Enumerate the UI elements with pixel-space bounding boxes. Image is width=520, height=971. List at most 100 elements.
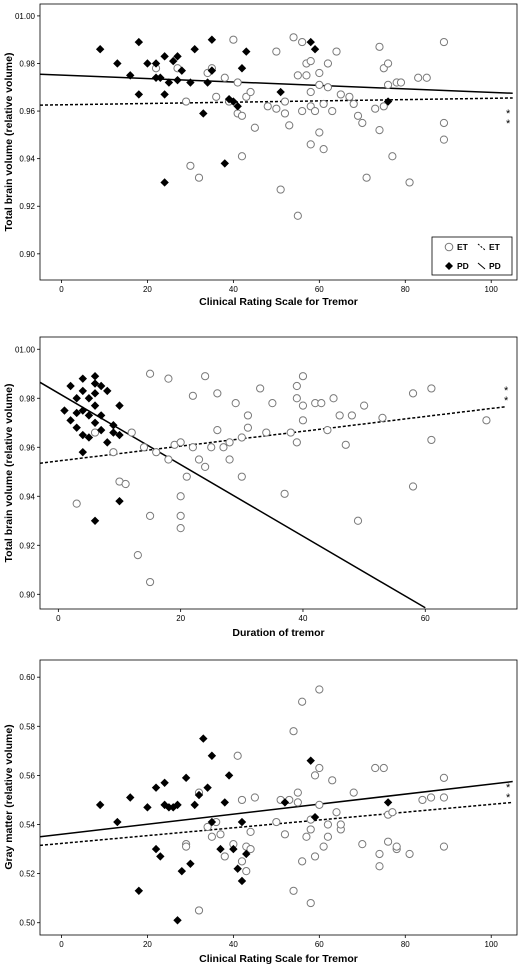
y-tick-label: 0.58	[19, 722, 35, 731]
point-pd	[164, 78, 174, 87]
point-et	[319, 842, 328, 851]
point-pd	[95, 800, 105, 810]
x-axis-ticks: 0 20 40 60 80 100	[59, 280, 498, 294]
point-et	[323, 59, 333, 68]
point-et	[194, 455, 204, 464]
point-et	[418, 795, 427, 805]
point-et	[336, 820, 345, 829]
point-et	[250, 793, 259, 802]
point-pd	[229, 97, 238, 106]
data-points	[95, 685, 449, 925]
point-et	[220, 852, 229, 861]
point-pd	[134, 37, 144, 47]
point-et	[272, 47, 281, 56]
point-pd	[169, 56, 178, 66]
point-pd	[310, 45, 320, 54]
point-et	[72, 499, 81, 508]
point-et	[201, 372, 210, 381]
point-pd	[103, 438, 112, 447]
point-et	[405, 178, 414, 187]
x-tick-label: 20	[143, 940, 152, 949]
point-et	[182, 97, 191, 106]
x-tick-label: 20	[143, 285, 152, 294]
point-et	[317, 399, 326, 408]
fit-line-pd	[40, 73, 513, 94]
point-et	[328, 106, 337, 116]
significance-star-2: *	[504, 395, 509, 407]
point-et	[285, 121, 294, 130]
point-pd	[96, 425, 106, 435]
point-et	[280, 97, 290, 106]
point-et	[439, 37, 449, 47]
point-et	[229, 35, 238, 44]
point-et	[145, 369, 155, 378]
point-pd	[60, 406, 69, 415]
point-et	[145, 511, 155, 520]
x-tick-label: 0	[56, 614, 61, 623]
point-et	[152, 448, 161, 457]
point-et	[292, 438, 301, 447]
point-pd	[90, 379, 100, 388]
point-pd	[186, 859, 195, 868]
data-points	[95, 33, 449, 220]
point-et	[139, 443, 149, 452]
x-tick-label: 80	[401, 940, 410, 949]
point-et	[219, 443, 228, 452]
point-et	[276, 185, 285, 194]
point-pd	[237, 64, 247, 73]
point-et	[293, 788, 302, 797]
point-et	[289, 727, 298, 736]
point-et	[353, 111, 363, 120]
point-et	[315, 800, 324, 809]
point-et	[383, 80, 393, 89]
y-axis-ticks: 0.50 0.52 0.54 0.56 0.58 0.60	[19, 673, 40, 928]
point-pd	[233, 864, 242, 873]
point-et	[347, 411, 356, 420]
point-et	[213, 389, 222, 398]
point-et	[233, 78, 242, 87]
point-pd	[115, 430, 124, 440]
point-pd	[383, 798, 393, 807]
point-et	[298, 697, 307, 706]
point-et	[306, 825, 315, 834]
point-et	[188, 443, 197, 452]
point-pd	[126, 71, 135, 80]
point-et	[332, 47, 341, 56]
point-pd	[109, 428, 118, 437]
x-tick-label: 80	[401, 285, 410, 294]
point-et	[408, 389, 418, 398]
point-et	[482, 416, 491, 425]
point-et	[237, 111, 247, 120]
point-et	[225, 455, 234, 464]
point-pd	[78, 386, 88, 396]
legend-pd-marker	[445, 262, 453, 270]
point-pd	[220, 798, 229, 807]
point-pd	[173, 52, 182, 61]
point-et	[176, 438, 185, 447]
point-et	[280, 489, 289, 498]
panel-2-total-brain-volume-vs-duration: 0 20 40 60 0.90 0.92 0.94 0.96 0.98 01.00 Durati…	[3, 336, 518, 639]
point-et	[194, 173, 204, 182]
point-et	[231, 399, 240, 408]
x-axis-ticks: 0 20 40 60	[56, 609, 430, 623]
point-et	[439, 118, 449, 128]
point-pd	[84, 411, 94, 420]
point-pd	[113, 817, 122, 827]
point-et	[310, 771, 320, 780]
legend-pd-line-label: PD	[489, 261, 501, 271]
x-axis-title: Clinical Rating Scale for Tremor	[199, 953, 358, 965]
point-pd	[90, 372, 100, 381]
point-et	[212, 92, 221, 101]
point-pd	[96, 411, 106, 420]
point-et	[323, 820, 333, 829]
significance-star-2: *	[506, 792, 511, 804]
point-pd	[199, 109, 208, 118]
point-pd	[84, 433, 94, 442]
y-tick-label: 0.56	[19, 771, 35, 780]
point-pd	[151, 73, 161, 82]
point-et	[246, 87, 255, 97]
point-pd	[306, 756, 315, 765]
y-tick-label: 0.96	[19, 443, 35, 452]
point-et	[109, 448, 118, 457]
